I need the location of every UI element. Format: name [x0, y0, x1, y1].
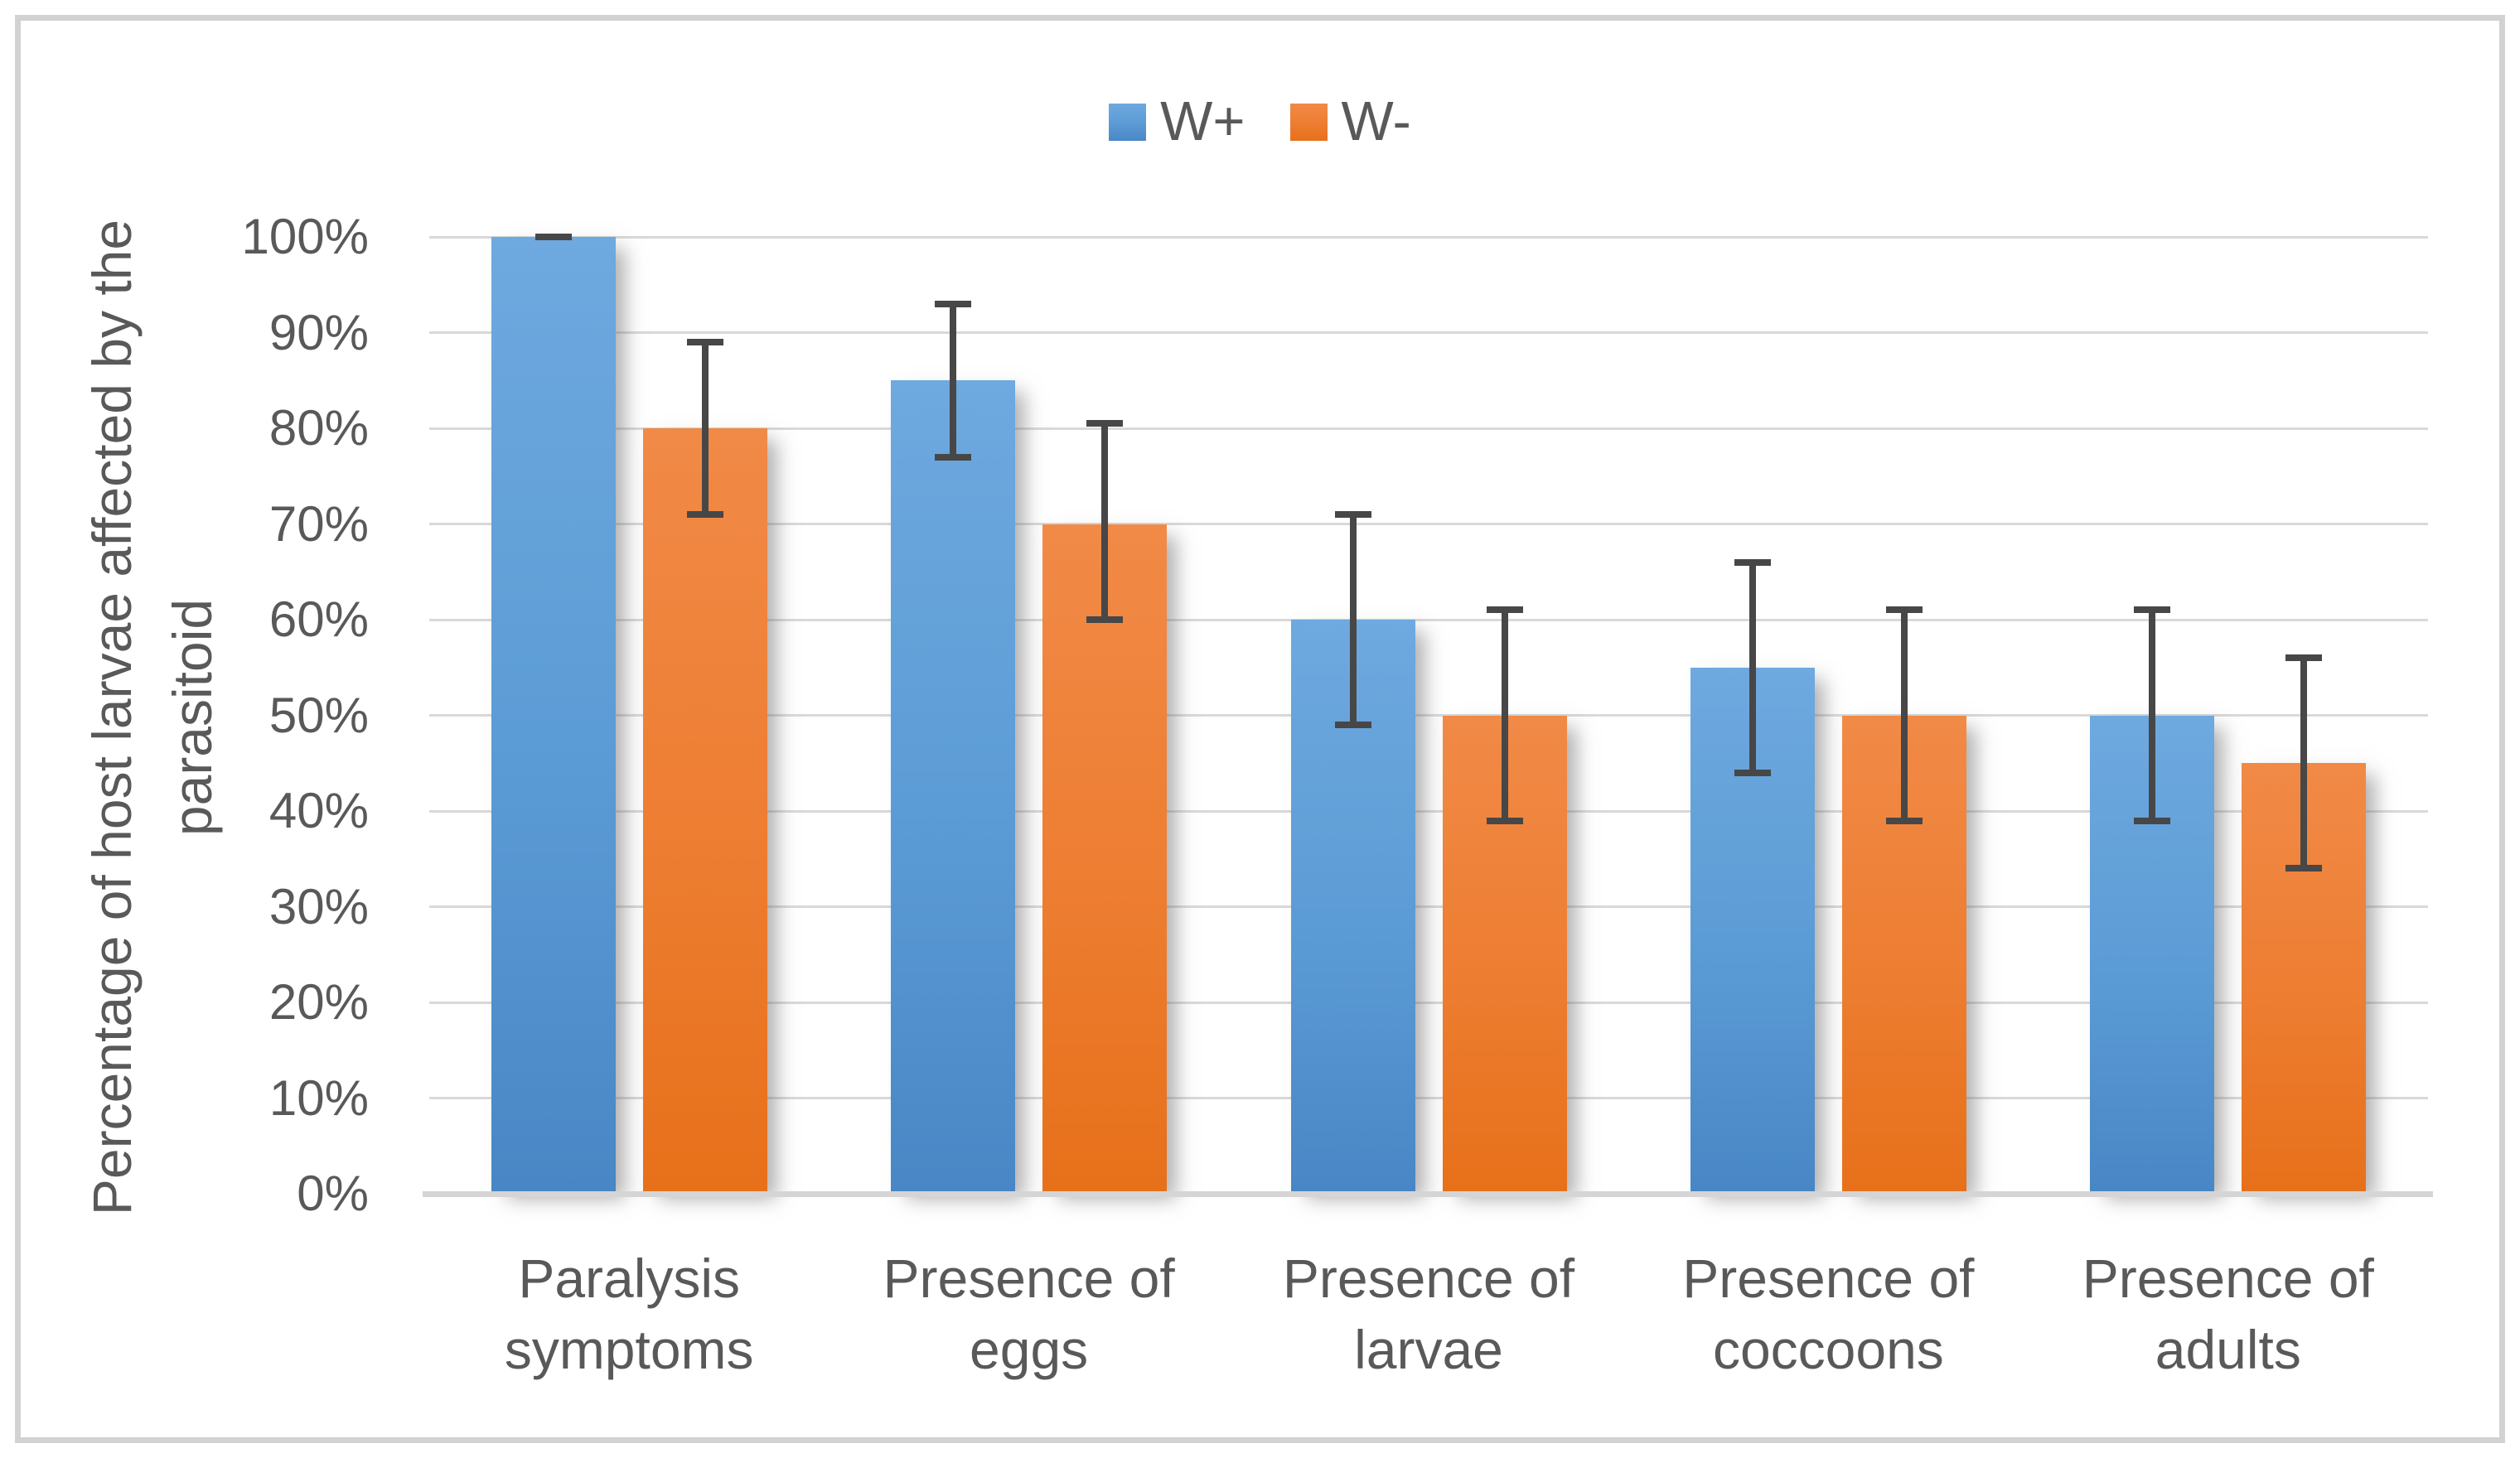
category-label-presence-of-larvae: Presence of larvae — [1282, 1248, 1575, 1380]
error-cap-top-w--paralysis-symptoms — [686, 339, 723, 346]
category-label-paralysis-symptoms: Paralysis symptoms — [504, 1248, 754, 1380]
gridline-10pct — [429, 1097, 2428, 1099]
error-cap-top-w--presence-of-adults — [2285, 654, 2323, 662]
y-tick-label-20pct: 20% — [268, 974, 369, 1030]
error-bar-w--presence-of-coccoons — [1749, 562, 1756, 773]
x-axis-line — [423, 1191, 2433, 1197]
gridline-90pct — [429, 331, 2428, 334]
error-bar-w--presence-of-coccoons — [1900, 610, 1908, 821]
gridline-40pct — [429, 809, 2428, 813]
category-label-presence-of-coccoons: Presence of coccoons — [1682, 1248, 1975, 1380]
error-cap-bottom-w--presence-of-eggs — [1086, 616, 1124, 623]
gridline-100pct — [429, 235, 2428, 239]
legend-swatch-w-minus — [1289, 103, 1328, 141]
y-tick-label-70pct: 70% — [268, 495, 369, 552]
legend: W+ W- — [0, 93, 2520, 151]
category-label-presence-of-adults: Presence of adults — [2082, 1248, 2374, 1380]
legend-label-w-plus: W+ — [1160, 90, 1245, 152]
error-bar-w--presence-of-adults — [2149, 610, 2156, 821]
bar-w--presence-of-eggs — [1042, 524, 1168, 1194]
error-cap-top-w--presence-of-coccoons — [1885, 606, 1923, 614]
chart-frame — [15, 15, 2505, 1443]
gridline-20pct — [429, 1001, 2428, 1004]
bar-w--paralysis-symptoms — [642, 428, 767, 1194]
error-cap-top-w--presence-of-eggs — [1086, 420, 1124, 427]
gridline-70pct — [429, 523, 2428, 525]
y-tick-label-60pct: 60% — [268, 591, 369, 647]
bar-w--presence-of-eggs — [891, 380, 1016, 1194]
error-cap-bottom-w--presence-of-adults — [2134, 817, 2171, 824]
error-cap-top-w--presence-of-eggs — [935, 300, 972, 307]
category-label-presence-of-eggs: Presence of eggs — [883, 1248, 1175, 1380]
error-cap-bottom-w--presence-of-coccoons — [1734, 769, 1771, 776]
y-tick-label-80pct: 80% — [268, 400, 369, 456]
legend-item-w-plus: W+ — [1109, 93, 1245, 151]
gridline-60pct — [429, 618, 2428, 621]
error-cap-top-w--presence-of-coccoons — [1734, 558, 1771, 566]
gridline-80pct — [429, 427, 2428, 430]
y-tick-label-0pct: 0% — [297, 1166, 369, 1221]
error-cap-bottom-w--presence-of-larvae — [1486, 817, 1523, 824]
error-cap-bottom-w--presence-of-adults — [2285, 865, 2323, 872]
error-cap-bottom-w--paralysis-symptoms — [686, 510, 723, 518]
bar-w--paralysis-symptoms — [491, 237, 616, 1194]
error-cap-bottom-w--presence-of-larvae — [1334, 722, 1371, 729]
y-tick-label-40pct: 40% — [268, 783, 369, 838]
y-tick-label-50pct: 50% — [268, 687, 369, 743]
legend-item-w-minus: W- — [1289, 90, 1411, 152]
error-cap-bottom-w--presence-of-eggs — [935, 453, 972, 461]
error-cap-top-w--presence-of-larvae — [1486, 606, 1523, 614]
error-cap-bottom-w--presence-of-coccoons — [1885, 817, 1923, 824]
error-bar-w--presence-of-eggs — [950, 303, 957, 457]
legend-swatch-w-plus — [1109, 103, 1147, 141]
y-tick-label-10pct: 10% — [268, 1069, 369, 1126]
error-cap-top-w--presence-of-adults — [2134, 606, 2171, 614]
error-cap-bottom-w--paralysis-symptoms — [534, 234, 572, 240]
error-cap-top-w--presence-of-larvae — [1334, 510, 1371, 518]
y-tick-label-30pct: 30% — [268, 878, 369, 934]
y-tick-label-90pct: 90% — [268, 304, 369, 360]
gridline-50pct — [429, 714, 2428, 717]
error-bar-w--presence-of-adults — [2300, 658, 2308, 869]
error-bar-w--paralysis-symptoms — [701, 342, 709, 514]
legend-label-w-minus: W- — [1341, 90, 1411, 152]
error-bar-w--presence-of-eggs — [1101, 423, 1109, 620]
error-bar-w--presence-of-larvae — [1349, 514, 1357, 726]
error-bar-w--presence-of-larvae — [1501, 610, 1508, 821]
y-tick-label-100pct: 100% — [241, 209, 369, 264]
gridline-30pct — [429, 905, 2428, 908]
